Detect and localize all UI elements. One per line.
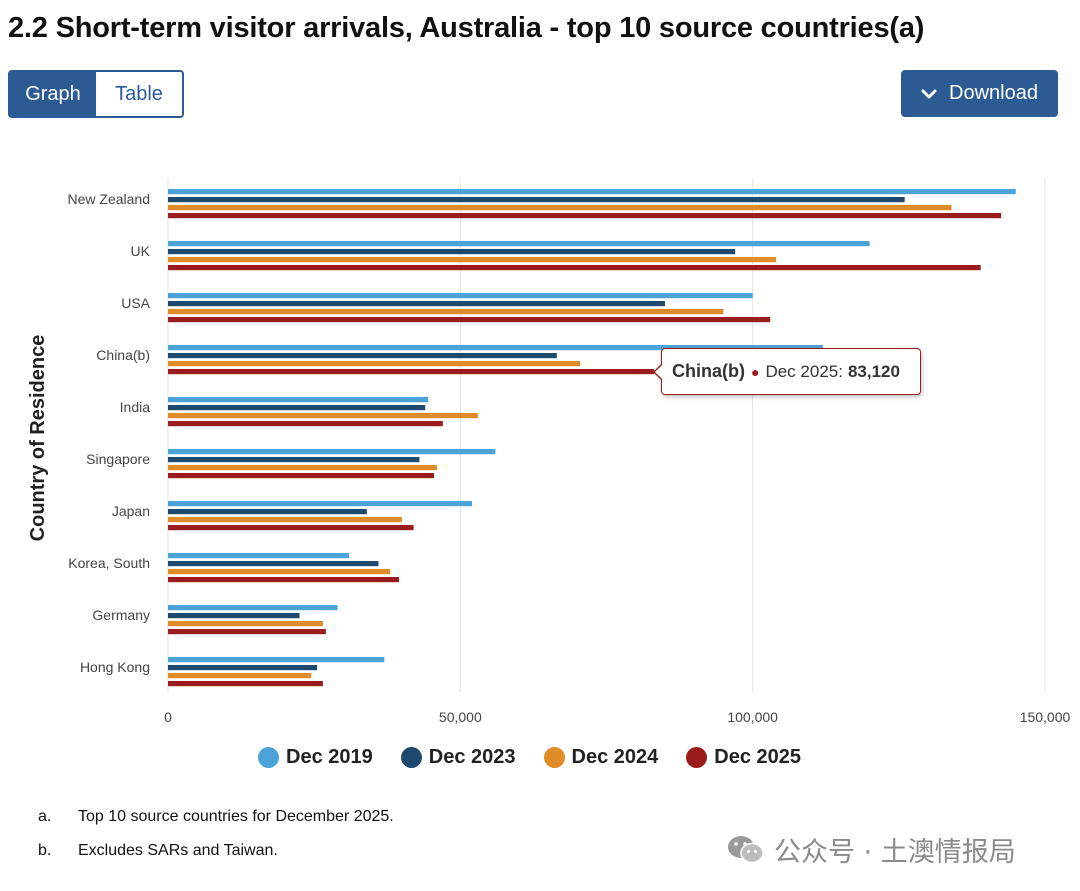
category-label: China(b) [96, 347, 150, 363]
bar[interactable] [168, 257, 777, 263]
category-label: UK [131, 243, 151, 259]
bar[interactable] [168, 465, 437, 471]
legend-dot [686, 747, 708, 768]
chart-legend: Dec 2019 Dec 2023 Dec 2024 Dec 2025 [258, 746, 801, 769]
x-tick-label: 0 [164, 709, 172, 725]
legend-dot [543, 747, 565, 768]
bar[interactable] [168, 569, 391, 575]
x-tick-label: 50,000 [439, 709, 482, 725]
bar[interactable] [168, 189, 1016, 195]
tooltip-value: 83,120 [847, 361, 900, 381]
bar[interactable] [168, 421, 443, 427]
category-label: Singapore [86, 451, 150, 467]
bar[interactable] [168, 345, 823, 351]
bar[interactable] [168, 629, 326, 635]
bar[interactable] [168, 397, 429, 403]
x-tick-label: 150,000 [1020, 709, 1071, 725]
bar[interactable] [168, 413, 478, 419]
bar[interactable] [168, 317, 771, 323]
category-label: Japan [112, 503, 150, 519]
category-label: Germany [92, 607, 150, 623]
footnote-b: b. Excludes SARs and Taiwan. [38, 834, 394, 868]
graph-tab[interactable]: Graph [10, 72, 96, 116]
legend-item[interactable]: Dec 2019 [258, 746, 373, 769]
bar[interactable] [168, 501, 473, 507]
bar[interactable] [168, 681, 323, 687]
bar[interactable] [168, 657, 385, 663]
watermark-text: 公众号 · 土澳情报局 [774, 837, 1016, 868]
bar[interactable] [168, 265, 981, 271]
bar[interactable] [168, 241, 870, 247]
bar-chart: New Zealand UK USA China(b) India Singapore Ja… [27, 178, 1071, 725]
footnote-label: b. [38, 842, 52, 859]
chevron-down-icon [921, 89, 937, 98]
footnote-text: Top 10 source countries for December 202… [78, 808, 394, 825]
legend-dot [258, 747, 279, 768]
bar[interactable] [168, 673, 312, 679]
legend-item[interactable]: Dec 2024 [543, 746, 659, 769]
bar[interactable] [168, 561, 379, 567]
bar[interactable] [168, 525, 414, 531]
bar[interactable] [168, 613, 300, 619]
bar[interactable] [168, 361, 581, 367]
download-button[interactable]: Download [901, 70, 1058, 117]
footnotes: a. Top 10 source countries for December … [38, 800, 394, 868]
tooltip-series-dot: ● [750, 363, 760, 380]
watermark: 公众号 · 土澳情报局 [726, 830, 1016, 869]
legend-dot [400, 747, 422, 768]
footnote-a: a. Top 10 source countries for December … [38, 800, 394, 834]
legend-label: Dec 2019 [286, 746, 373, 768]
y-axis-title: Country of Residence [27, 335, 49, 542]
bar[interactable] [168, 605, 338, 611]
bar[interactable] [168, 457, 420, 463]
category-label: Hong Kong [80, 659, 150, 675]
wechat-icon [728, 835, 764, 863]
bar[interactable] [168, 665, 318, 671]
x-tick-labels: 0 50,000 100,000 150,000 [164, 709, 1070, 725]
bar[interactable] [168, 205, 952, 211]
tooltip-series: Dec 2025: [765, 361, 843, 381]
bar[interactable] [168, 369, 654, 375]
table-tab[interactable]: Table [96, 72, 182, 116]
bar[interactable] [168, 577, 399, 583]
bar[interactable] [168, 301, 665, 307]
category-labels: New Zealand UK USA China(b) India Singapore Ja… [68, 191, 151, 675]
view-toggle: Graph Table [8, 70, 184, 118]
legend-label: Dec 2023 [428, 746, 516, 768]
category-label: Korea, South [68, 555, 150, 571]
legend-label: Dec 2024 [571, 746, 659, 768]
bar[interactable] [168, 309, 724, 315]
chart-tooltip: China(b) ● Dec 2025: 83,120 [653, 348, 921, 395]
tooltip-country: China(b) [672, 361, 745, 381]
bar[interactable] [168, 449, 496, 455]
bar[interactable] [168, 473, 435, 479]
page-title: 2.2 Short-term visitor arrivals, Austral… [8, 12, 925, 44]
footnote-label: a. [38, 808, 52, 825]
category-label: New Zealand [68, 191, 151, 207]
bar[interactable] [168, 213, 1002, 219]
bar[interactable] [168, 509, 367, 515]
legend-item[interactable]: Dec 2025 [686, 746, 801, 769]
bar[interactable] [168, 405, 426, 411]
footnote-text: Excludes SARs and Taiwan. [78, 842, 278, 859]
bar[interactable] [168, 517, 402, 523]
legend-item[interactable]: Dec 2023 [400, 746, 516, 769]
bar[interactable] [168, 353, 557, 359]
bar[interactable] [168, 621, 323, 627]
download-label: Download [949, 82, 1038, 104]
legend-label: Dec 2025 [714, 746, 801, 768]
chart-bars [168, 189, 1016, 687]
x-tick-label: 100,000 [727, 709, 778, 725]
bar[interactable] [168, 293, 753, 299]
category-label: India [120, 399, 151, 415]
bar[interactable] [168, 197, 905, 203]
bar[interactable] [168, 249, 736, 255]
category-label: USA [121, 295, 150, 311]
bar[interactable] [168, 553, 350, 559]
